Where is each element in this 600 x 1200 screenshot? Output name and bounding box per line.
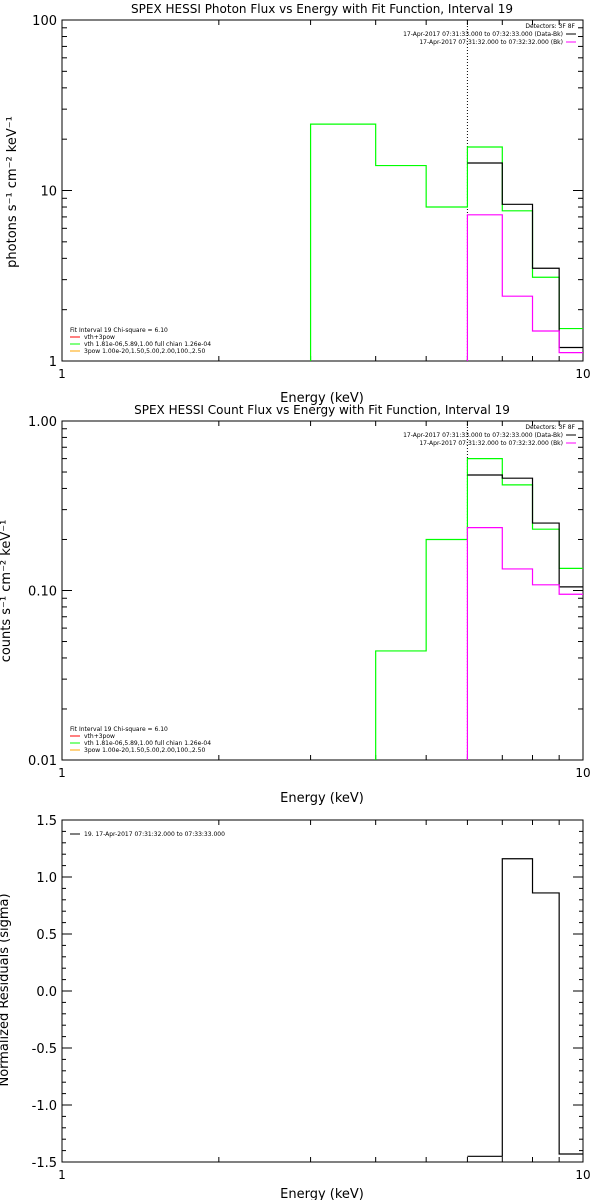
y-tick-label: 0.10 xyxy=(28,585,57,600)
x-axis-label: Energy (keV) xyxy=(280,791,364,806)
y-tick-label: 100 xyxy=(32,14,57,29)
y-tick-label: -1.5 xyxy=(32,1156,57,1171)
plot-frame xyxy=(61,420,584,761)
y-tick-label: 1.5 xyxy=(36,814,57,829)
legend-entry: 17-Apr-2017 07:31:33.000 to 07:32:33.000… xyxy=(403,432,563,439)
series-line xyxy=(309,123,583,361)
plot-frame xyxy=(61,19,584,362)
x-tick-label: 1 xyxy=(58,367,66,381)
legend-entry: vth+3pow xyxy=(84,334,115,341)
y-tick-label: 0.01 xyxy=(28,754,57,769)
y-tick-label: -1.0 xyxy=(32,1099,57,1114)
residuals-panel: Energy (keV) Normalized Residuals (sigma… xyxy=(0,814,591,1200)
y-tick-label: 0.5 xyxy=(36,928,57,943)
legend-title: Fit Interval 19 Chi-square = 6.10 xyxy=(70,327,168,334)
panel-title: SPEX HESSI Photon Flux vs Energy with Fi… xyxy=(131,2,513,16)
series-line xyxy=(467,474,583,588)
legend-entry: 3pow 1.00e-20,1.50,5.00,2.00,100.,2.50 xyxy=(84,747,205,754)
legend-title: Detectors: 3F 8F xyxy=(525,23,575,30)
legend-entry: 17-Apr-2017 07:31:32.000 to 07:32:32.000… xyxy=(419,440,563,447)
series-line xyxy=(467,858,583,1157)
x-tick-label: 1 xyxy=(58,766,66,780)
legend-entry: 17-Apr-2017 07:31:32.000 to 07:32:32.000… xyxy=(419,39,563,46)
legend-entry: vth 1.81e-06,5.89,1.00 full chian 1.26e-… xyxy=(84,740,211,747)
y-tick-label: 1.00 xyxy=(28,415,57,430)
y-tick-label: 1 xyxy=(49,355,57,370)
series-line xyxy=(467,162,583,349)
plot-frame xyxy=(61,819,584,1163)
y-axis-label: counts s⁻¹ cm⁻² keV⁻¹ xyxy=(0,520,14,663)
y-tick-label: 0.0 xyxy=(36,985,57,1000)
x-tick-label: 1 xyxy=(58,1168,66,1182)
photon-flux-panel: SPEX HESSI Photon Flux vs Energy with Fi… xyxy=(5,2,591,406)
y-tick-label: 1.0 xyxy=(36,871,57,886)
x-tick-label: 10 xyxy=(575,1168,590,1182)
series-line xyxy=(375,458,583,760)
y-axis-label: photons s⁻¹ cm⁻² keV⁻¹ xyxy=(5,116,20,268)
x-axis-label: Energy (keV) xyxy=(280,1187,364,1200)
legend-entry: 3pow 1.00e-20,1.50,5.00,2.00,100.,2.50 xyxy=(84,348,205,355)
y-tick-label: -0.5 xyxy=(32,1042,57,1057)
legend-entry: 17-Apr-2017 07:31:33.000 to 07:32:33.000… xyxy=(403,31,563,38)
y-tick-label: 10 xyxy=(40,185,57,200)
legend-entry: vth 1.81e-06,5.89,1.00 full chian 1.26e-… xyxy=(84,341,211,348)
x-tick-label: 10 xyxy=(575,367,590,381)
legend-entry: 19. 17-Apr-2017 07:31:32.000 to 07:33:33… xyxy=(84,831,225,838)
series-line xyxy=(466,527,583,760)
y-axis-label: Normalized Residuals (sigma) xyxy=(0,893,12,1086)
legend-entry: vth+3pow xyxy=(84,733,115,740)
x-axis-label: Energy (keV) xyxy=(280,391,364,406)
legend-title: Detectors: 3F 8F xyxy=(525,424,575,431)
series-line xyxy=(466,214,583,361)
legend-title: Fit Interval 19 Chi-square = 6.10 xyxy=(70,726,168,733)
x-tick-label: 10 xyxy=(575,766,590,780)
panel-title: SPEX HESSI Count Flux vs Energy with Fit… xyxy=(134,403,510,417)
count-flux-panel: SPEX HESSI Count Flux vs Energy with Fit… xyxy=(0,403,591,806)
